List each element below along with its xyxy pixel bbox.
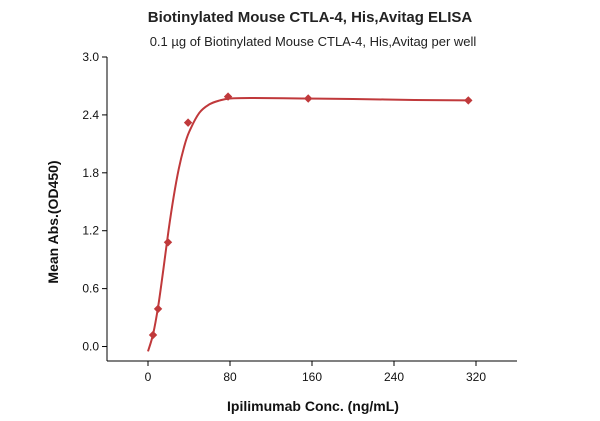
axes	[106, 57, 517, 362]
data-point	[153, 304, 163, 314]
fit-curve	[147, 97, 469, 352]
data-point	[223, 92, 233, 101]
y-tick-label: 2.4	[82, 108, 99, 122]
x-tick-label: 160	[302, 370, 322, 384]
x-tick-label: 240	[384, 370, 404, 384]
data-point	[148, 330, 158, 340]
y-tick-label: 0.6	[82, 282, 99, 296]
data-point	[464, 96, 473, 105]
y-tick-label: 1.2	[82, 224, 99, 238]
x-tick-label: 80	[223, 370, 237, 384]
data-points	[148, 92, 473, 340]
y-ticks: 0.0 0.6 1.2 1.8 2.4 3.0	[82, 50, 107, 354]
data-point	[163, 238, 173, 247]
y-tick-label: 3.0	[82, 50, 99, 64]
x-tick-label: 320	[466, 370, 486, 384]
chart-title: Biotinylated Mouse CTLA-4, His,Avitag EL…	[148, 9, 473, 26]
y-tick-label: 1.8	[82, 166, 99, 180]
x-tick-label: 0	[145, 370, 152, 384]
data-point	[304, 94, 313, 103]
chart-subtitle: 0.1 µg of Biotinylated Mouse CTLA-4, His…	[150, 34, 477, 49]
y-tick-label: 0.0	[82, 340, 99, 354]
y-axis-label: Mean Abs.(OD450)	[45, 160, 61, 283]
x-ticks: 0 80 160 240 320	[145, 361, 486, 384]
x-axis-label: Ipilimumab Conc. (ng/mL)	[227, 398, 399, 414]
data-point	[183, 118, 193, 127]
